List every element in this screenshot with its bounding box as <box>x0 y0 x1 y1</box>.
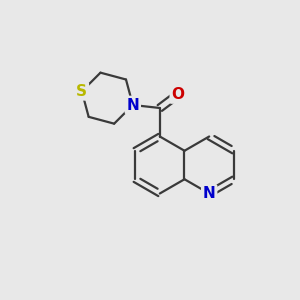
Text: O: O <box>171 87 184 102</box>
Text: N: N <box>203 186 216 201</box>
Text: S: S <box>76 84 87 99</box>
Text: N: N <box>126 98 139 112</box>
